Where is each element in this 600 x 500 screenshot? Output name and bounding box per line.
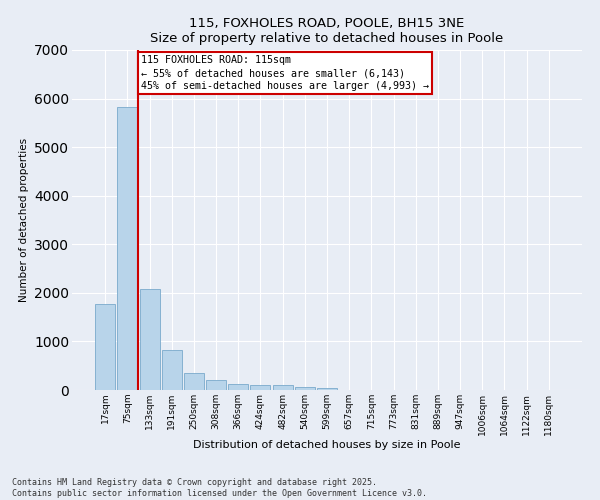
- Bar: [95, 304, 115, 390]
- Y-axis label: Number of detached properties: Number of detached properties: [19, 138, 29, 302]
- Bar: [162, 350, 182, 390]
- Bar: [184, 372, 204, 390]
- Bar: [272, 385, 293, 390]
- Text: Contains HM Land Registry data © Crown copyright and database right 2025.
Contai: Contains HM Land Registry data © Crown c…: [12, 478, 427, 498]
- Bar: [295, 386, 315, 390]
- Bar: [206, 380, 226, 390]
- Title: 115, FOXHOLES ROAD, POOLE, BH15 3NE
Size of property relative to detached houses: 115, FOXHOLES ROAD, POOLE, BH15 3NE Size…: [151, 16, 503, 44]
- Bar: [118, 108, 137, 390]
- Text: 115 FOXHOLES ROAD: 115sqm
← 55% of detached houses are smaller (6,143)
45% of se: 115 FOXHOLES ROAD: 115sqm ← 55% of detac…: [140, 55, 428, 92]
- Bar: [250, 385, 271, 390]
- Bar: [317, 388, 337, 390]
- Bar: [140, 289, 160, 390]
- Bar: [228, 384, 248, 390]
- X-axis label: Distribution of detached houses by size in Poole: Distribution of detached houses by size …: [193, 440, 461, 450]
